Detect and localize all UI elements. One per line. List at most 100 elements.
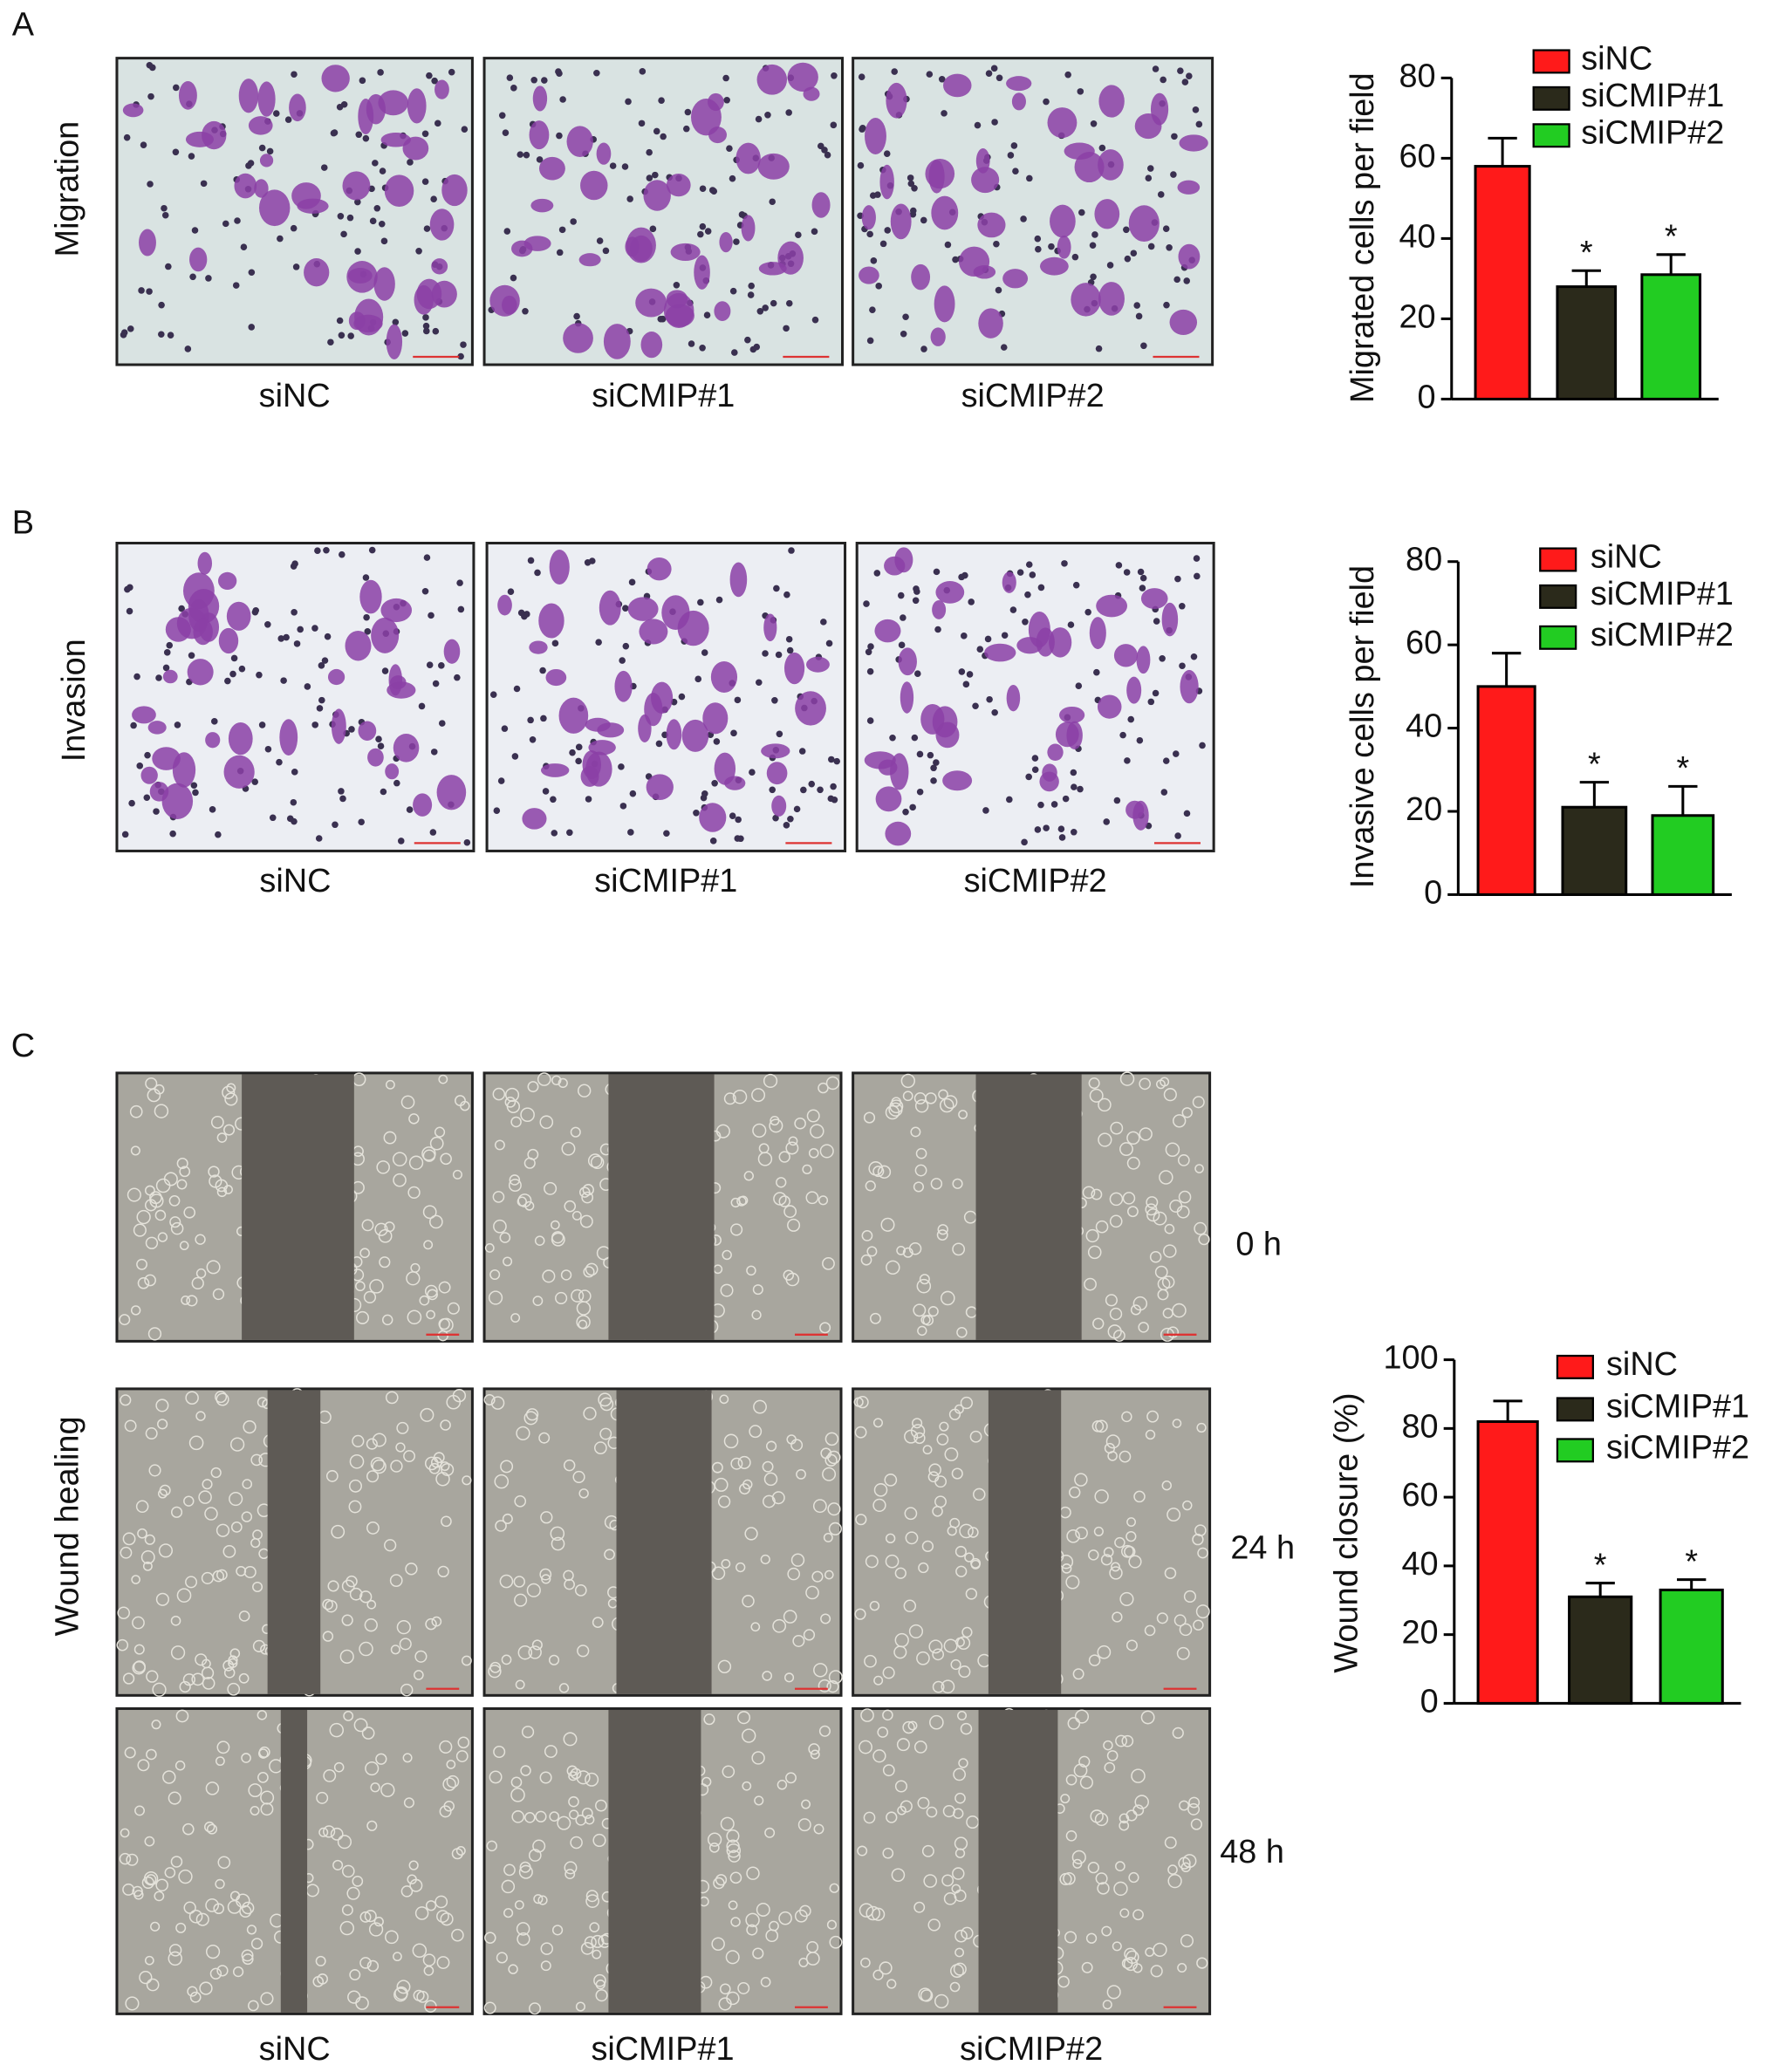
nucleus bbox=[1048, 243, 1055, 250]
cell bbox=[778, 1151, 790, 1163]
cell bbox=[913, 1740, 927, 1754]
column-label: siNC bbox=[259, 2031, 331, 2068]
cell bbox=[584, 1936, 597, 1949]
cell bbox=[322, 1631, 334, 1642]
nucleus bbox=[974, 121, 982, 129]
cell bbox=[824, 1569, 834, 1580]
nucleus bbox=[1115, 562, 1123, 569]
cell bbox=[446, 1775, 460, 1788]
cell bbox=[1114, 1536, 1125, 1549]
cell bbox=[494, 1139, 505, 1151]
cell bbox=[1119, 1820, 1130, 1831]
nucleus bbox=[699, 222, 707, 230]
cell bbox=[910, 1424, 926, 1439]
nucleus bbox=[684, 108, 692, 116]
cell bbox=[1197, 1547, 1208, 1559]
cell bbox=[752, 1947, 764, 1959]
nucleus bbox=[511, 753, 519, 760]
cell bbox=[175, 1709, 189, 1723]
cell bbox=[942, 73, 972, 98]
y-tick-label: 60 bbox=[1399, 138, 1435, 174]
cell bbox=[379, 1256, 391, 1269]
cell bbox=[1072, 1668, 1084, 1680]
cell bbox=[763, 613, 777, 642]
nucleus bbox=[373, 204, 381, 212]
nucleus bbox=[961, 571, 968, 579]
nucleus bbox=[340, 230, 347, 238]
cell bbox=[135, 1500, 149, 1514]
cell bbox=[364, 1618, 378, 1632]
nucleus bbox=[911, 184, 918, 192]
cell bbox=[1104, 1761, 1116, 1774]
nucleus bbox=[426, 72, 433, 79]
cell bbox=[944, 1447, 959, 1461]
nucleus bbox=[315, 835, 323, 842]
nucleus bbox=[660, 133, 667, 140]
cell bbox=[1167, 1864, 1178, 1875]
cell bbox=[198, 1490, 212, 1504]
cell bbox=[428, 1462, 441, 1474]
cell bbox=[185, 1391, 199, 1405]
nucleus bbox=[1124, 757, 1131, 764]
nucleus bbox=[331, 129, 339, 136]
nucleus bbox=[711, 780, 718, 787]
cell bbox=[564, 1861, 578, 1875]
nucleus bbox=[127, 325, 134, 332]
nucleus bbox=[167, 332, 174, 338]
cell bbox=[168, 1951, 182, 1966]
cell bbox=[1128, 205, 1160, 243]
cell bbox=[874, 619, 901, 643]
cell bbox=[751, 1088, 766, 1103]
wound-gap bbox=[280, 1709, 308, 2013]
micrograph bbox=[485, 542, 847, 852]
cell bbox=[366, 1959, 380, 1973]
cell bbox=[953, 1768, 967, 1781]
nucleus bbox=[1157, 191, 1165, 198]
cell bbox=[640, 332, 663, 359]
cell bbox=[439, 1740, 453, 1754]
cell bbox=[550, 1526, 565, 1542]
cell bbox=[176, 1179, 188, 1190]
nucleus bbox=[776, 730, 783, 738]
nucleus bbox=[147, 181, 154, 188]
cell bbox=[1139, 1127, 1153, 1141]
cell bbox=[373, 1916, 384, 1927]
cell bbox=[122, 1532, 136, 1546]
cell bbox=[719, 1983, 731, 1995]
cell bbox=[965, 1588, 978, 1600]
nucleus bbox=[933, 568, 941, 576]
cell bbox=[142, 1561, 153, 1571]
nucleus bbox=[232, 282, 240, 289]
cell bbox=[188, 1909, 203, 1924]
cell bbox=[187, 1986, 198, 1997]
cell bbox=[760, 1554, 770, 1565]
cell bbox=[366, 1438, 378, 1450]
nucleus bbox=[866, 717, 874, 724]
cell bbox=[952, 1242, 966, 1256]
cell bbox=[436, 1956, 450, 1969]
cell bbox=[358, 721, 377, 741]
cell bbox=[749, 1425, 763, 1439]
nucleus bbox=[161, 211, 169, 219]
cell bbox=[670, 243, 701, 261]
cell bbox=[725, 1950, 740, 1965]
cell bbox=[1075, 1526, 1088, 1540]
row-label: Wound healing bbox=[49, 1416, 86, 1636]
cell bbox=[922, 1445, 933, 1455]
cell bbox=[824, 1432, 839, 1446]
cell bbox=[1079, 1775, 1093, 1789]
cell bbox=[1163, 1244, 1177, 1258]
cell bbox=[514, 1900, 524, 1910]
nucleus bbox=[993, 240, 1000, 248]
nucleus bbox=[1001, 632, 1009, 639]
nucleus bbox=[252, 606, 260, 614]
nucleus bbox=[1179, 602, 1186, 610]
nucleus bbox=[264, 620, 271, 628]
cell bbox=[229, 1491, 243, 1507]
cell bbox=[561, 1141, 576, 1156]
cell bbox=[134, 1805, 145, 1816]
cell bbox=[327, 1580, 339, 1592]
cell bbox=[341, 1614, 353, 1626]
cell bbox=[732, 1089, 748, 1104]
cell bbox=[129, 1104, 143, 1118]
